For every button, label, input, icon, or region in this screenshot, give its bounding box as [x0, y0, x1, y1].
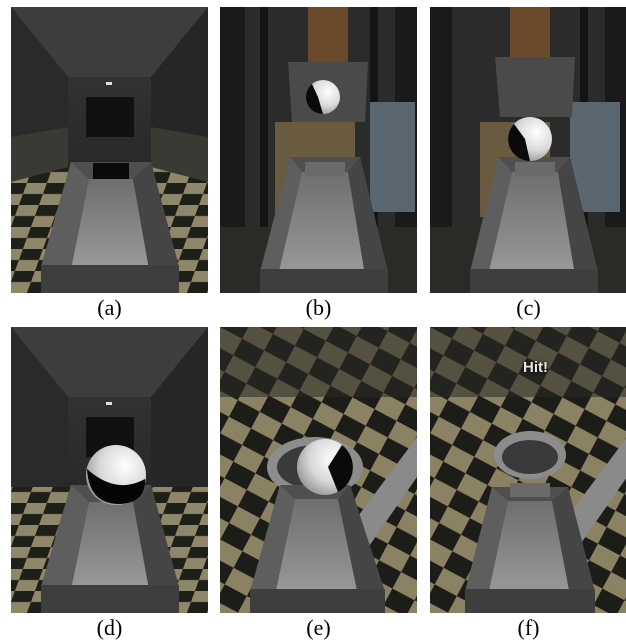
panel-f: Hit! — [430, 327, 626, 613]
floor-scene-f — [430, 327, 626, 613]
floor-scene-e — [220, 327, 417, 613]
caption-e: (e) — [306, 615, 331, 640]
caption-b: (b) — [305, 295, 332, 320]
panel-d — [11, 327, 208, 613]
caption-f: (f) — [517, 615, 540, 640]
machine-scene-c — [430, 7, 626, 293]
corridor-scene — [11, 7, 208, 293]
panel-e — [220, 327, 417, 613]
hit-label: Hit! — [523, 359, 548, 376]
panel-c — [430, 7, 626, 293]
machine-scene-b — [220, 7, 417, 293]
caption-a: (a) — [97, 295, 122, 320]
caption-c: (c) — [516, 295, 541, 320]
hopper — [495, 57, 575, 117]
corridor-scene-d — [11, 327, 208, 613]
caption-d: (d) — [96, 615, 123, 640]
panel-b — [220, 7, 417, 293]
panel-a — [11, 7, 208, 293]
pipe — [350, 437, 417, 552]
